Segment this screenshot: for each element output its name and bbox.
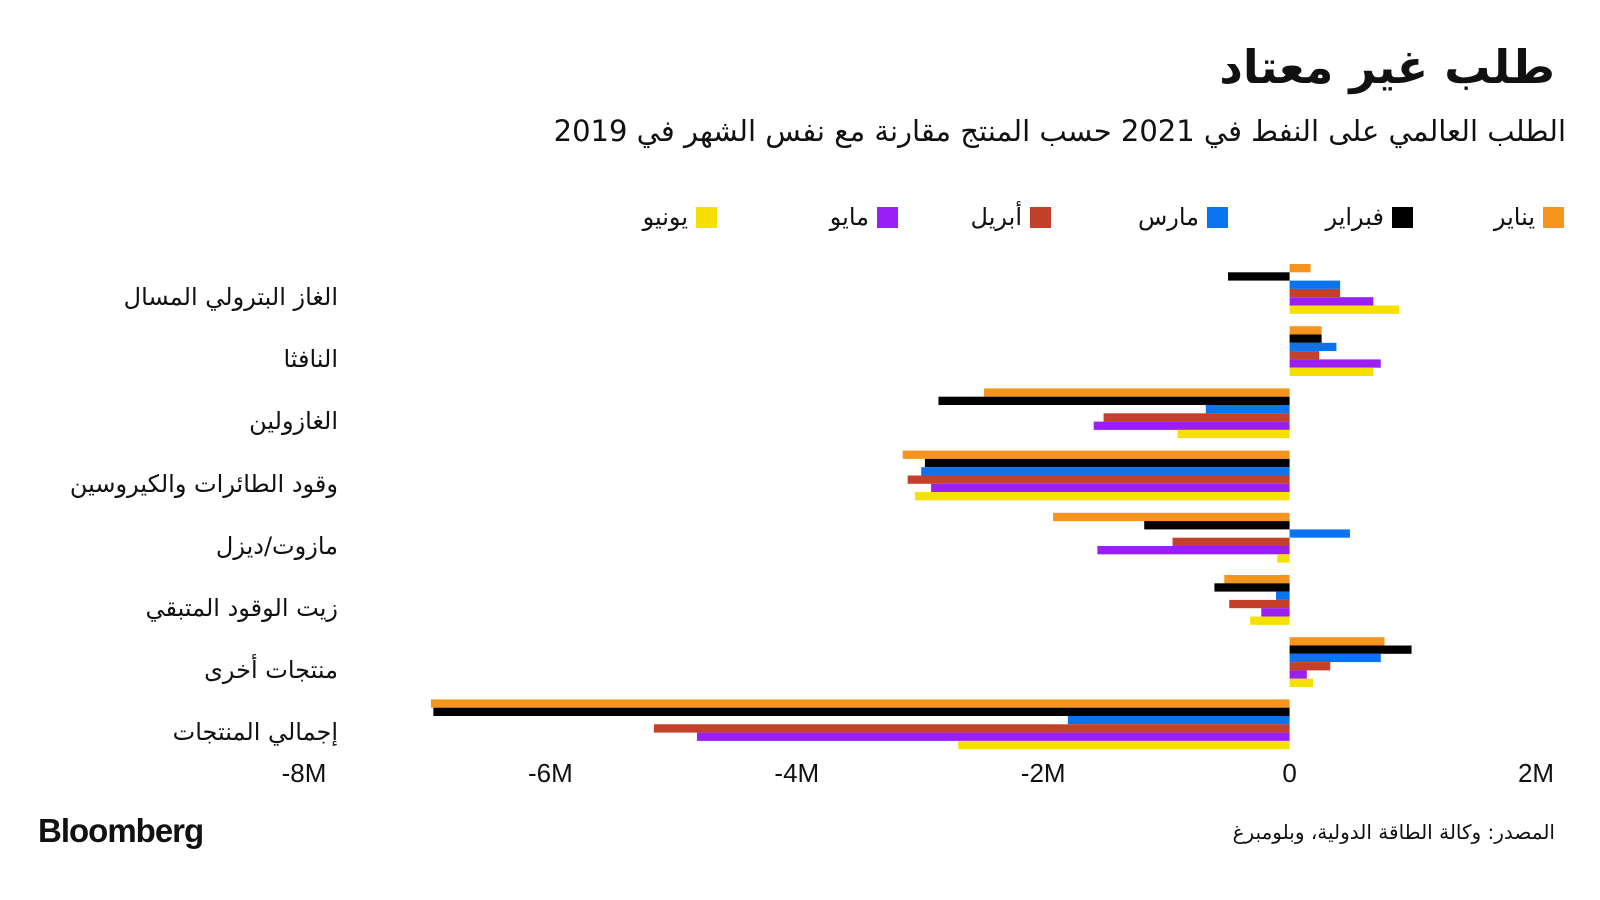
bar — [1289, 264, 1311, 273]
legend-label: فبراير — [1325, 203, 1384, 231]
x-tick-label: -2M — [1021, 758, 1066, 788]
bar — [1289, 637, 1385, 646]
bar — [1289, 662, 1331, 671]
chart-title: طلب غير معتاد — [1219, 40, 1555, 94]
bar — [1172, 537, 1290, 546]
category-label: وقود الطائرات والكيروسين — [69, 469, 338, 498]
category-label: الغازولين — [249, 407, 338, 436]
category-label: زيت الوقود المتبقي — [145, 593, 338, 622]
legend-item: فبراير — [1325, 203, 1413, 231]
x-tick-label: -6M — [528, 758, 573, 788]
x-tick-label: -4M — [774, 758, 819, 788]
bar — [958, 740, 1290, 750]
category-label: منتجات أخرى — [204, 656, 338, 685]
category-label: النافثا — [283, 345, 338, 374]
legend-item: يونيو — [643, 203, 717, 231]
bar — [1205, 405, 1290, 414]
bar — [1214, 583, 1290, 592]
x-tick-label: 0 — [1282, 758, 1296, 788]
legend-label: أبريل — [970, 203, 1022, 231]
x-tick-label: 2M — [1518, 758, 1554, 788]
bar — [1250, 616, 1290, 625]
brand: Bloomberg — [38, 812, 204, 849]
category-label: الغاز البترولي المسال — [123, 282, 338, 311]
bar — [1289, 297, 1374, 306]
bar — [924, 458, 1290, 468]
bar — [907, 475, 1290, 484]
legend-swatch — [1207, 206, 1228, 228]
bar — [1053, 512, 1290, 522]
legend-item: مارس — [1138, 203, 1228, 231]
bar — [433, 707, 1290, 716]
bar — [1229, 599, 1290, 609]
legend-item: أبريل — [971, 203, 1051, 231]
bar — [984, 388, 1290, 397]
bar — [1289, 653, 1381, 663]
bar — [1289, 678, 1314, 687]
legend-label: يناير — [1493, 203, 1535, 231]
bar — [915, 492, 1290, 501]
bar — [921, 467, 1290, 476]
bar — [1276, 591, 1290, 600]
legend-item: يناير — [1494, 203, 1564, 231]
bar — [697, 732, 1290, 741]
bar — [1289, 529, 1350, 538]
bar — [430, 699, 1290, 708]
chart-subtitle: الطلب العالمي على النفط في 2021 حسب المن… — [553, 114, 1566, 148]
legend-swatch — [877, 206, 898, 228]
bar — [1289, 305, 1400, 314]
legend-item: مايو — [830, 203, 898, 231]
bar — [1224, 575, 1290, 584]
bar — [1289, 645, 1412, 654]
bar — [1289, 351, 1320, 360]
bar — [1289, 326, 1322, 335]
bar — [1289, 367, 1374, 376]
legend-label: يونيو — [642, 203, 688, 231]
legend-swatch — [1543, 206, 1564, 228]
legend-label: مايو — [829, 203, 869, 231]
source-note: المصدر: وكالة الطاقة الدولية، وبلومبرغ — [1232, 820, 1555, 844]
legend-swatch — [696, 206, 717, 228]
bar — [938, 396, 1290, 405]
bar — [1097, 546, 1290, 555]
bar — [1289, 359, 1381, 368]
bar — [1289, 280, 1341, 289]
x-tick-label: -8M — [282, 758, 327, 788]
legend-label: مارس — [1137, 203, 1199, 231]
bar — [1228, 272, 1290, 281]
bar — [1289, 342, 1337, 352]
bar — [931, 483, 1290, 493]
bar — [1289, 334, 1322, 343]
bar — [1289, 670, 1307, 679]
bar — [1093, 421, 1290, 430]
bar — [1144, 521, 1290, 530]
category-label: إجمالي المنتجات — [172, 718, 338, 747]
legend-swatch — [1030, 206, 1051, 228]
bar — [1067, 716, 1290, 725]
category-label: مازوت/ديزل — [215, 531, 338, 560]
bar — [1289, 288, 1341, 298]
bar — [1277, 554, 1290, 563]
bar — [1103, 413, 1290, 422]
bar — [1261, 608, 1290, 617]
bar — [1177, 429, 1290, 439]
bar — [902, 450, 1290, 459]
legend-swatch — [1392, 206, 1413, 228]
bar — [653, 724, 1290, 733]
